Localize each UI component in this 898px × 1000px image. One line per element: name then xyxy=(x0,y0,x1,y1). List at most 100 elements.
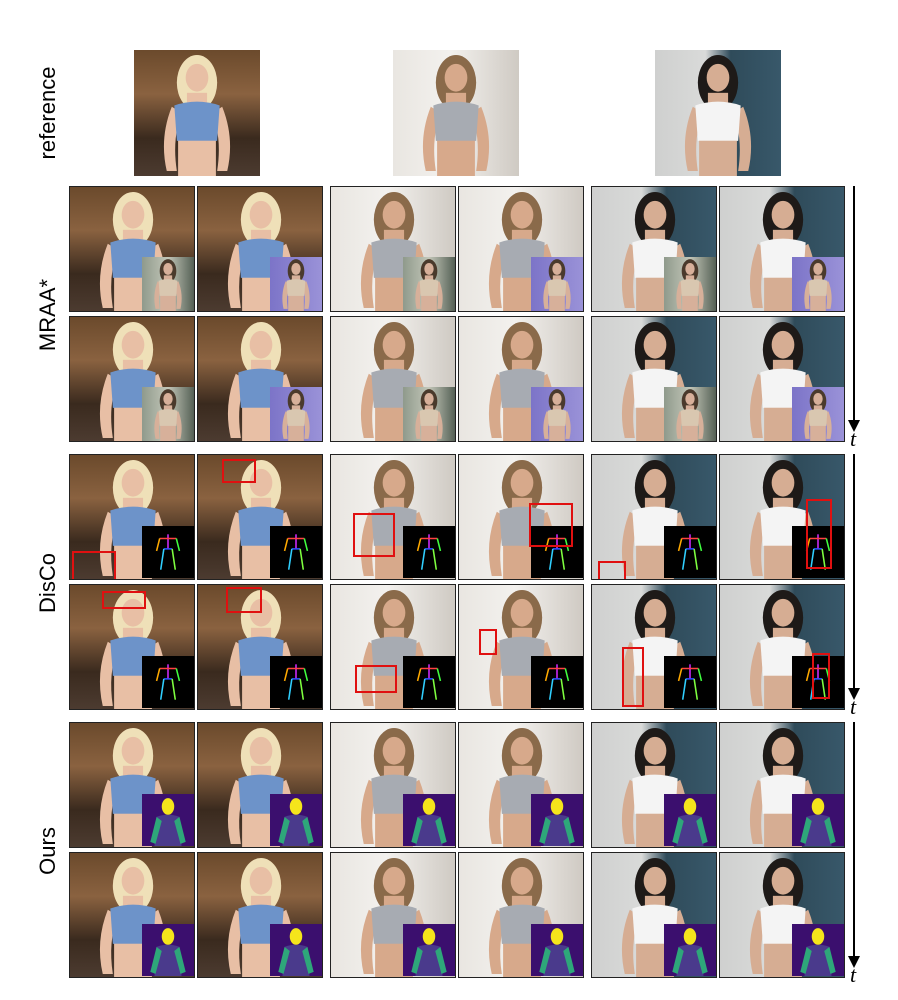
segmentation-map-icon xyxy=(403,794,455,846)
person-figure xyxy=(282,389,310,441)
segmentation-map-icon xyxy=(664,794,716,846)
driving-frame-thumbnail xyxy=(531,387,583,441)
disco-generated-frame xyxy=(330,584,456,710)
pose-skeleton-icon xyxy=(142,526,194,578)
driving-frame-thumbnail xyxy=(403,387,455,441)
conditioning-inset xyxy=(403,793,455,847)
person-figure xyxy=(621,460,689,579)
disco-generated-frame xyxy=(719,454,845,580)
segmentation-map-icon xyxy=(664,924,716,976)
mraa-generated-frame xyxy=(458,316,584,442)
row-label-mraa: MRAA* xyxy=(35,278,60,352)
driving-frame-thumbnail xyxy=(792,257,844,311)
ours-generated-frame xyxy=(719,722,845,848)
pose-skeleton-icon xyxy=(664,656,716,708)
segmentation-map-icon xyxy=(403,924,455,976)
conditioning-inset xyxy=(403,257,455,311)
pose-skeleton-icon xyxy=(403,526,455,578)
conditioning-inset xyxy=(270,655,322,709)
segmentation-map-icon xyxy=(792,794,844,846)
mraa-generated-frame xyxy=(458,186,584,312)
mraa-generated-frame xyxy=(197,316,323,442)
time-axis-label: t xyxy=(850,694,857,719)
pose-skeleton-icon xyxy=(531,656,583,708)
disco-generated-frame xyxy=(591,584,717,710)
mraa-generated-frame xyxy=(69,186,195,312)
person-figure xyxy=(804,259,832,311)
conditioning-inset xyxy=(270,923,322,977)
artifact-highlight-box xyxy=(806,499,832,569)
driving-frame-thumbnail xyxy=(270,257,322,311)
mraa-generated-frame xyxy=(69,316,195,442)
artifact-highlight-box xyxy=(353,513,395,557)
person-figure xyxy=(804,389,832,441)
ours-generated-frame xyxy=(330,852,456,978)
mraa-generated-frame xyxy=(719,316,845,442)
time-arrow-head xyxy=(848,420,860,432)
reference-image xyxy=(655,50,781,176)
driving-frame-thumbnail xyxy=(142,257,194,311)
disco-generated-frame xyxy=(719,584,845,710)
artifact-highlight-box xyxy=(812,653,830,699)
person-figure xyxy=(154,259,182,311)
disco-generated-frame xyxy=(197,584,323,710)
conditioning-inset xyxy=(664,923,716,977)
disco-generated-frame xyxy=(69,584,195,710)
artifact-highlight-box xyxy=(226,587,262,613)
disco-generated-frame xyxy=(591,454,717,580)
mraa-generated-frame xyxy=(591,186,717,312)
driving-frame-thumbnail xyxy=(142,387,194,441)
ours-generated-frame xyxy=(458,722,584,848)
person-figure xyxy=(676,259,704,311)
person-figure xyxy=(543,259,571,311)
artifact-highlight-box xyxy=(479,629,497,655)
conditioning-inset xyxy=(142,793,194,847)
disco-generated-frame xyxy=(458,454,584,580)
mraa-generated-frame xyxy=(330,186,456,312)
mraa-generated-frame xyxy=(719,186,845,312)
driving-frame-thumbnail xyxy=(664,387,716,441)
artifact-highlight-box xyxy=(622,647,644,707)
person-figure xyxy=(422,55,490,176)
time-arrow-line xyxy=(853,454,855,688)
segmentation-map-icon xyxy=(142,924,194,976)
person-figure xyxy=(543,389,571,441)
driving-frame-thumbnail xyxy=(792,387,844,441)
conditioning-inset xyxy=(792,923,844,977)
person-figure xyxy=(676,389,704,441)
disco-generated-frame xyxy=(458,584,584,710)
segmentation-map-icon xyxy=(531,924,583,976)
conditioning-inset xyxy=(142,387,194,441)
conditioning-inset xyxy=(531,387,583,441)
pose-skeleton-icon xyxy=(531,526,583,578)
conditioning-inset xyxy=(664,793,716,847)
segmentation-map-icon xyxy=(142,794,194,846)
person-figure xyxy=(282,259,310,311)
artifact-highlight-box xyxy=(102,591,146,609)
conditioning-inset xyxy=(142,655,194,709)
person-figure xyxy=(684,55,752,176)
artifact-highlight-box xyxy=(355,665,397,693)
mraa-generated-frame xyxy=(330,316,456,442)
conditioning-inset xyxy=(142,257,194,311)
ours-generated-frame xyxy=(197,722,323,848)
pose-skeleton-icon xyxy=(792,526,844,578)
time-arrow-line xyxy=(853,722,855,956)
segmentation-map-icon xyxy=(270,794,322,846)
row-label-disco: DisCo xyxy=(35,553,60,613)
time-arrow-head xyxy=(848,688,860,700)
ours-generated-frame xyxy=(591,852,717,978)
conditioning-inset xyxy=(792,387,844,441)
conditioning-inset xyxy=(792,793,844,847)
ours-generated-frame xyxy=(719,852,845,978)
pose-skeleton-icon xyxy=(270,656,322,708)
artifact-highlight-box xyxy=(529,503,573,547)
row-label-ours: Ours xyxy=(35,827,60,875)
ours-generated-frame xyxy=(197,852,323,978)
conditioning-inset xyxy=(270,387,322,441)
pose-skeleton-icon xyxy=(270,526,322,578)
disco-generated-frame xyxy=(69,454,195,580)
person-figure xyxy=(154,389,182,441)
conditioning-inset xyxy=(142,525,194,579)
row-label-reference: reference xyxy=(35,66,60,160)
